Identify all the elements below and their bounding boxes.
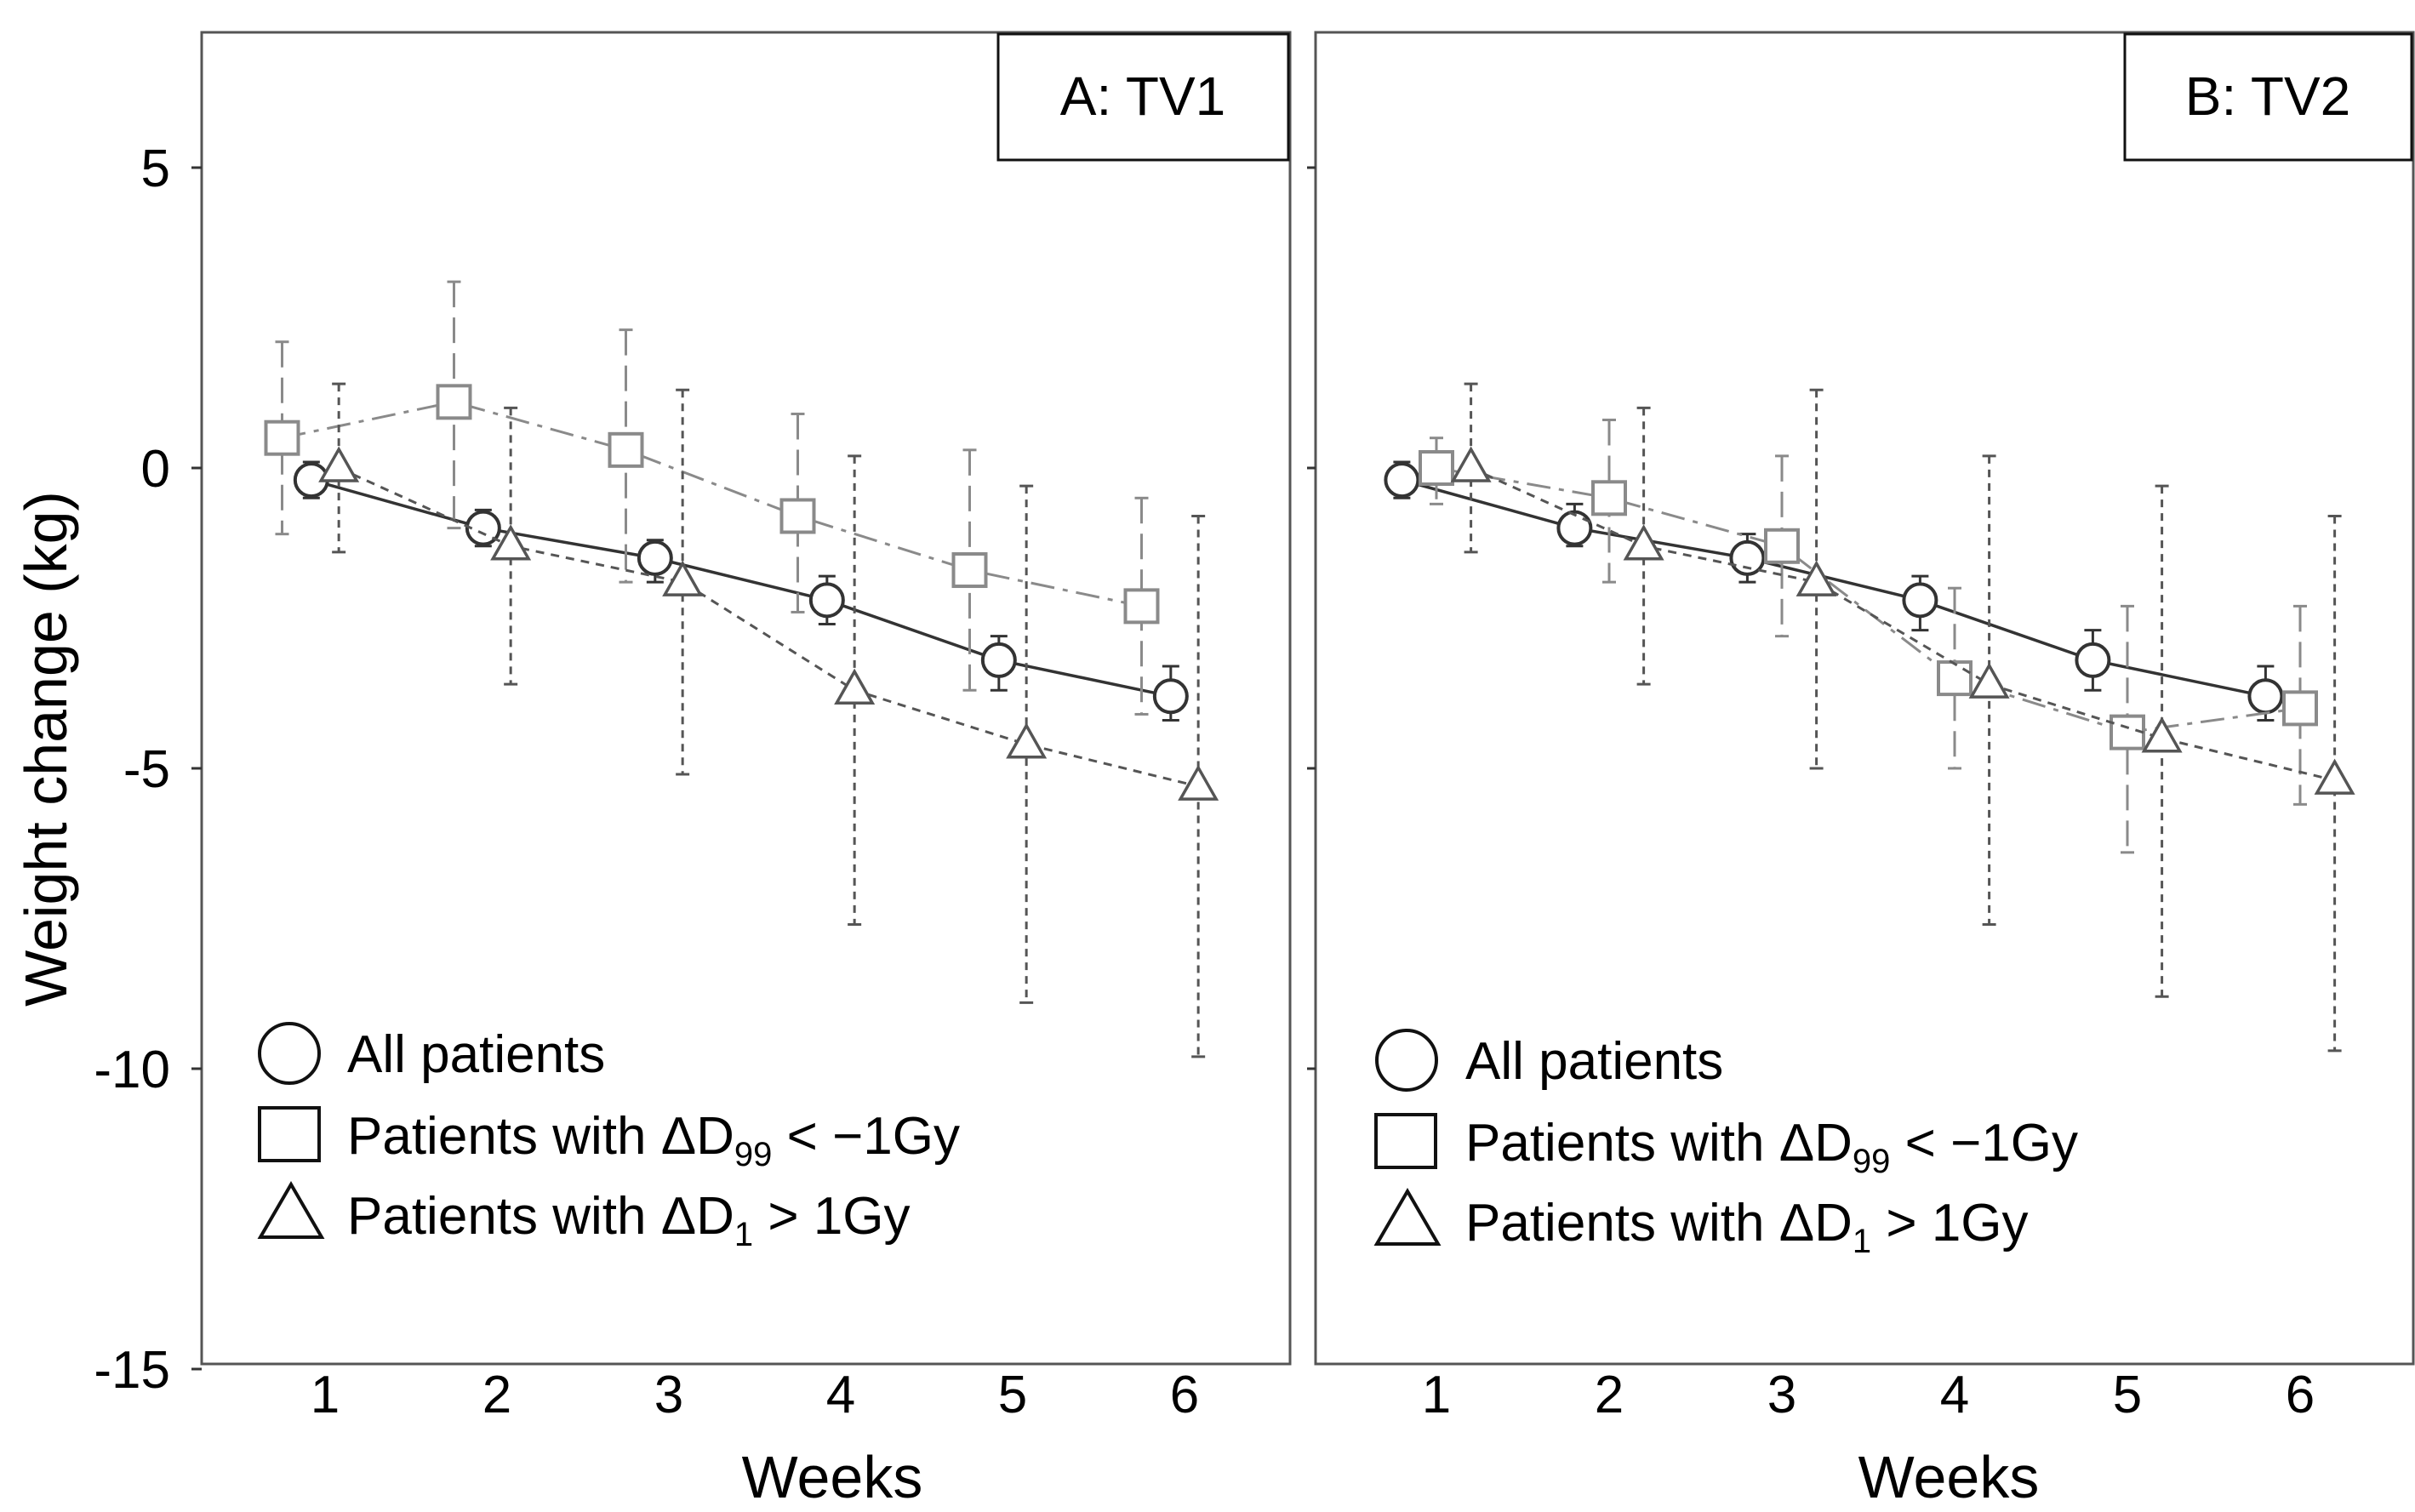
panel-a-title: A: TV1 — [1060, 66, 1225, 127]
y-tick-label: 5 — [141, 140, 170, 198]
legend-square-icon — [258, 1106, 321, 1162]
series-triangle — [1450, 382, 2355, 1053]
x-tick-label: 3 — [654, 1366, 683, 1424]
data-point — [1450, 446, 1492, 482]
panel-b-y-ticks — [1307, 166, 1316, 1070]
series-circle — [1384, 460, 2284, 722]
data-point — [318, 446, 360, 482]
y-tick-label: -5 — [123, 740, 170, 799]
data-point — [980, 642, 1017, 678]
panel-a-frame — [200, 31, 1292, 1366]
x-tick-label: 1 — [311, 1366, 340, 1424]
x-tick-label: 6 — [2286, 1366, 2315, 1424]
data-point — [1968, 662, 2010, 699]
series-circle — [293, 460, 1189, 722]
data-point — [2314, 758, 2355, 795]
data-point — [2282, 690, 2318, 727]
data-point — [1419, 450, 1454, 486]
data-point — [1591, 480, 1627, 516]
panel-b-frame — [1314, 31, 2415, 1366]
panel-b-legend: All patients Patients with ΔD99 < −1Gy P… — [1373, 1029, 2078, 1260]
legend-label-d99: Patients with ΔD99 < −1Gy — [1465, 1114, 2078, 1180]
panel-a-x-axis-label: Weeks — [742, 1444, 923, 1510]
series-line — [1436, 466, 2301, 734]
data-point — [1152, 678, 1189, 715]
series-square — [1419, 419, 2318, 854]
panel-a-y-ticks: 5 0 -5 -10 -15 — [94, 140, 202, 1400]
x-tick-label: 3 — [1767, 1366, 1796, 1424]
panel-b-plot — [1384, 382, 2355, 1053]
y-axis-label: Weight change (kg) — [13, 491, 79, 1007]
panel-a: A: TV1 5 0 -5 -10 -15 1 2 3 4 5 6 Weeks … — [94, 31, 1292, 1510]
x-tick-label: 2 — [1595, 1366, 1624, 1424]
x-tick-label: 2 — [482, 1366, 511, 1424]
data-point — [2141, 716, 2183, 753]
series-line — [282, 400, 1142, 608]
data-point — [465, 510, 501, 546]
data-point — [1123, 588, 1160, 625]
legend-label-d1: Patients with ΔD1 > 1Gy — [347, 1187, 911, 1253]
data-point — [834, 668, 876, 705]
panel-b-x-ticks: 1 2 3 4 5 6 — [1422, 1366, 2315, 1424]
data-point — [1902, 582, 1938, 619]
data-point — [1937, 660, 1973, 697]
data-point — [264, 419, 300, 456]
x-tick-label: 5 — [2113, 1366, 2142, 1424]
data-point — [637, 539, 673, 576]
legend-triangle-icon — [257, 1181, 325, 1239]
y-tick-label: -10 — [94, 1041, 170, 1099]
data-point — [490, 524, 532, 561]
y-tick-label: 0 — [141, 440, 170, 499]
data-point — [436, 384, 472, 420]
series-triangle — [318, 382, 1219, 1058]
y-tick-label: -15 — [94, 1341, 170, 1400]
legend-label-d1: Patients with ΔD1 > 1Gy — [1465, 1194, 2029, 1260]
panel-a-plot — [264, 280, 1219, 1058]
panel-b-x-axis-label: Weeks — [1858, 1444, 2040, 1510]
data-point — [1764, 528, 1800, 564]
legend-square-icon — [1374, 1113, 1437, 1169]
series-line — [338, 466, 1199, 788]
panel-a-legend: All patients Patients with ΔD99 < −1Gy P… — [257, 1022, 960, 1253]
x-tick-label: 5 — [998, 1366, 1027, 1424]
x-tick-label: 1 — [1422, 1366, 1451, 1424]
data-point — [1623, 524, 1664, 561]
legend-label-all: All patients — [1465, 1032, 1723, 1091]
panel-b-title-box: B: TV2 — [2123, 32, 2413, 162]
panel-b: B: TV2 1 2 3 4 5 6 Weeks All patients Pa… — [1307, 31, 2415, 1510]
data-point — [1796, 560, 1837, 596]
series-line — [311, 478, 1172, 698]
data-point — [779, 498, 816, 534]
data-point — [2247, 678, 2284, 715]
legend-label-d99: Patients with ΔD99 < −1Gy — [347, 1107, 960, 1173]
panel-a-title-box: A: TV1 — [996, 32, 1290, 162]
legend-circle-icon — [258, 1022, 321, 1085]
x-tick-label: 6 — [1170, 1366, 1199, 1424]
data-point — [808, 582, 845, 619]
series-line — [1470, 466, 2335, 782]
data-point — [1729, 539, 1766, 576]
panel-a-x-ticks: 1 2 3 4 5 6 — [311, 1366, 1199, 1424]
series-square — [264, 280, 1160, 716]
data-point — [951, 552, 988, 589]
legend-triangle-icon — [1373, 1188, 1442, 1246]
legend-label-all: All patients — [347, 1025, 605, 1084]
x-tick-label: 4 — [1940, 1366, 1969, 1424]
data-point — [2110, 714, 2145, 750]
series-line — [1401, 478, 2266, 698]
legend-circle-icon — [1375, 1029, 1438, 1092]
data-point — [608, 431, 644, 468]
data-point — [1178, 764, 1219, 801]
data-point — [1006, 722, 1048, 759]
x-tick-label: 4 — [826, 1366, 855, 1424]
data-point — [662, 560, 704, 596]
data-point — [2075, 642, 2111, 678]
data-point — [1384, 462, 1420, 499]
panel-b-title: B: TV2 — [2185, 66, 2350, 127]
data-point — [1556, 510, 1593, 546]
